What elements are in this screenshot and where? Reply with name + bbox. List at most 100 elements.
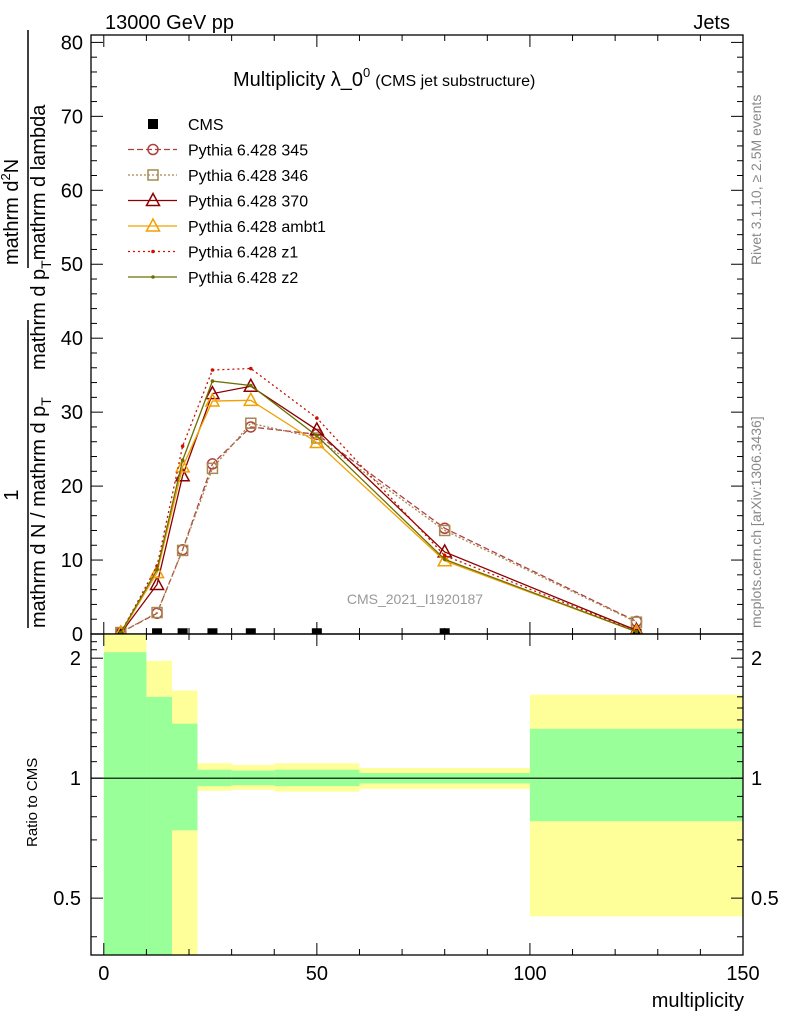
legend-label: Pythia 6.428 z2 [188, 270, 298, 287]
title-superscript: 0 [363, 65, 370, 80]
data-point [436, 552, 453, 567]
ratio-plot-panel: 0.5 0.5 1 1 2 2 0 50 100 150 [53, 633, 779, 985]
svg-text:Multiplicity λ_00(CMS jet subs: Multiplicity λ_00 (CMS jet substructure) [233, 65, 535, 91]
x-tick-label: 0 [98, 963, 109, 985]
legend-label: CMS [188, 117, 224, 134]
ratio-y-tick-label-right: 0.5 [751, 888, 779, 910]
data-point [439, 628, 450, 634]
y-tick-label: 10 [61, 550, 83, 572]
data-point [311, 628, 322, 634]
ylabel-frac-b-sub: T [38, 260, 54, 269]
svg-text:mathrm d2N: mathrm d2N [0, 159, 23, 265]
data-point [442, 553, 447, 558]
y-tick-label: 80 [61, 32, 83, 54]
y-tick-label: 70 [61, 106, 83, 128]
x-tick-label: 50 [306, 963, 328, 985]
series-line [120, 380, 637, 633]
title-main: Multiplicity λ_0 [233, 69, 363, 91]
y-tick-label: 20 [61, 476, 83, 498]
svg-text:mathrm d pTmathrm d lambda: mathrm d pTmathrm d lambda [28, 104, 54, 370]
legend-item: Pythia 6.428 370 [128, 191, 308, 211]
uncertainty-band-inner [529, 728, 743, 822]
data-point [245, 417, 257, 429]
ratio-frame [90, 633, 744, 956]
data-point [180, 444, 185, 448]
y-tick-label: 40 [61, 328, 83, 350]
data-point [249, 383, 253, 388]
legend-label: Pythia 6.428 345 [188, 143, 308, 160]
legend-marker [147, 143, 159, 156]
energy-label: 13000 GeV pp [105, 12, 234, 34]
series-line [120, 367, 637, 633]
y-tick-label: 60 [61, 180, 83, 202]
ylabel-numer-b: N [1, 159, 23, 173]
data-point [243, 391, 259, 407]
data-point [174, 458, 191, 473]
y-tick-label: 0 [72, 624, 83, 646]
ylabel-frac-b-b: mathrm d lambda [28, 104, 50, 260]
legend: CMS Pythia 6.428 345 Pythia 6.428 346 Pythi… [128, 117, 326, 287]
data-point [630, 616, 643, 628]
data-point [249, 366, 253, 371]
legend-item: Pythia 6.428 z2 [128, 270, 298, 287]
legend-label: Pythia 6.428 z1 [188, 245, 298, 262]
main-y-axis-label: 1 mathrm d N / mathrm d pT mathrm d2N ma… [0, 30, 54, 628]
ylabel-numer-a: mathrm d [1, 181, 23, 265]
ylabel-frac-b-a: mathrm d p [28, 269, 50, 370]
legend-label: Pythia 6.428 ambt1 [188, 219, 326, 236]
rivet-version-label: Rivet 3.1.10, ≥ 2.5M events [748, 95, 764, 265]
data-point [149, 564, 165, 579]
ylabel-denom-sub: T [38, 397, 54, 406]
data-point [155, 567, 159, 572]
data-point [245, 628, 256, 634]
data-point [634, 629, 639, 634]
ylabel-one: 1 [1, 489, 23, 500]
mcplots-label: mcplots.cern.ch [arXiv:1306.3436] [748, 416, 764, 628]
svg-text:mathrm d N / mathrm d pT: mathrm d N / mathrm d pT [28, 397, 54, 628]
data-point [206, 462, 219, 475]
ylabel-denom: mathrm d N / mathrm d p [28, 406, 50, 628]
ratio-y-tick-label: 0.5 [53, 888, 81, 910]
legend-marker [151, 249, 155, 254]
legend-marker [147, 169, 159, 181]
legend-marker [145, 217, 161, 232]
ratio-bands [103, 634, 743, 955]
legend-marker [145, 191, 161, 207]
legend-marker [151, 275, 155, 279]
uncertainty-band-inner [146, 696, 172, 955]
y-tick-label: 30 [61, 402, 83, 424]
series-line [120, 422, 637, 634]
title-paren: (CMS jet substructure) [375, 73, 535, 90]
legend-item: CMS [148, 117, 224, 134]
data-point [210, 379, 215, 383]
series-6 [119, 379, 639, 634]
data-point [438, 524, 451, 537]
legend-marker [148, 119, 158, 129]
series-group [115, 366, 644, 634]
legend-item: Pythia 6.428 345 [128, 143, 308, 160]
data-point [442, 557, 447, 562]
data-point [309, 433, 325, 449]
legend-item: Pythia 6.428 ambt1 [128, 217, 326, 236]
data-point [180, 458, 185, 463]
ratio-y-tick-label-right: 1 [751, 768, 762, 790]
main-title: Multiplicity λ_00 (CMS jet substructure) [233, 65, 535, 91]
data-point [177, 628, 188, 634]
data-point [315, 434, 319, 438]
data-point [207, 628, 218, 634]
legend-item: Pythia 6.428 z1 [128, 245, 298, 262]
main-plot-panel: 0 10 20 30 40 50 60 70 80 [61, 32, 744, 646]
data-point [149, 575, 165, 591]
series-4 [115, 391, 643, 634]
uncertainty-band-inner [103, 652, 147, 955]
ratio-y-tick-label: 1 [70, 768, 81, 790]
analysis-watermark: CMS_2021_I1920187 [347, 591, 483, 607]
x-tick-label: 100 [513, 963, 546, 985]
uncertainty-band-inner [171, 723, 198, 831]
legend-item: Pythia 6.428 346 [128, 168, 308, 185]
legend-label: Pythia 6.428 346 [188, 168, 308, 185]
data-point [204, 385, 221, 400]
x-axis-label: multiplicity [652, 990, 744, 1012]
series-line [120, 385, 637, 634]
